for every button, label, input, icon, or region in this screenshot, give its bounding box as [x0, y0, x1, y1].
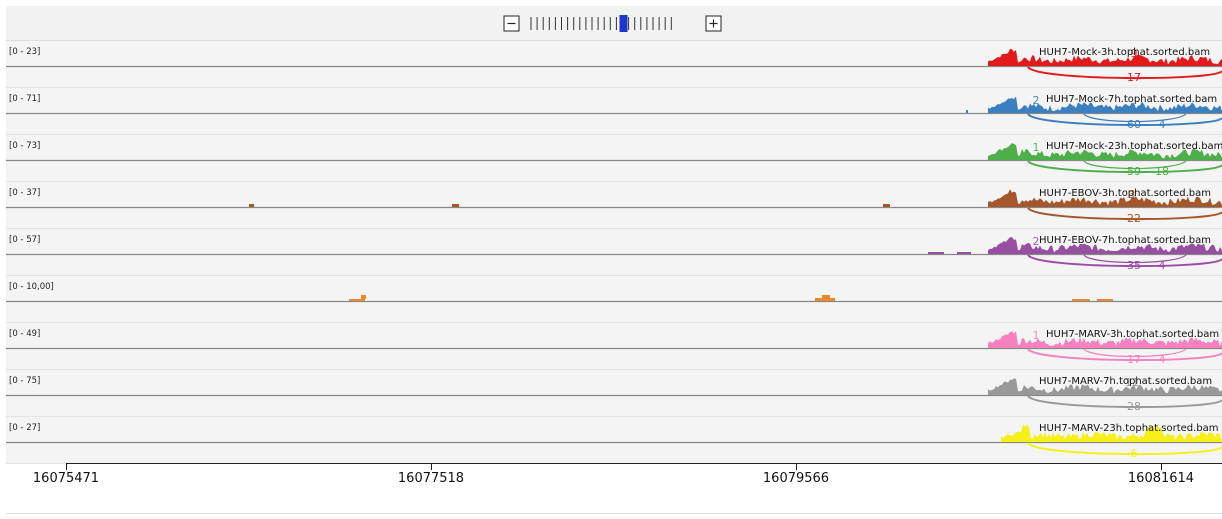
junction-arc — [1027, 160, 1222, 174]
coverage-bar — [928, 252, 944, 254]
track-name-label: HUH7-MARV-3h.tophat.sorted.bam — [1046, 329, 1220, 340]
track-range-label: [0 - 49] — [9, 329, 41, 339]
junction-count: 6 — [1131, 447, 1138, 460]
coverage-bar — [966, 110, 968, 113]
junction-count: 28 — [1127, 400, 1141, 413]
junction-count: 4 — [1159, 118, 1166, 131]
coverage-area — [988, 378, 1222, 395]
zoom-widget — [503, 15, 722, 32]
track-range-label: [0 - 73] — [9, 141, 41, 151]
coverage-plot: 60 4 2 — [6, 94, 1222, 131]
track-range-label: [0 - 71] — [9, 94, 41, 104]
junction-count: 17 — [1127, 353, 1141, 366]
ruler-tick-label: 16079566 — [762, 471, 830, 486]
junction-arc — [1027, 207, 1222, 221]
coverage-area — [988, 96, 1222, 113]
track-name-label: HUH7-Mock-3h.tophat.sorted.bam — [1039, 47, 1211, 58]
coverage-plot: 22 3 — [6, 188, 1222, 225]
junction-arc — [1027, 348, 1222, 362]
track-ebov3[interactable]: [0 - 37] 22 3 HUH7-EBOV-3h.tophat.sorted.ba… — [6, 182, 1222, 229]
junction-arc — [1083, 160, 1187, 170]
junction-arc — [1083, 254, 1187, 264]
junction-arc — [1083, 113, 1187, 123]
genome-ruler: 16075471 16077518 16079566 16081614 — [6, 455, 1222, 505]
coverage-plot: 17 9 — [6, 47, 1222, 84]
junction-count: 60 — [1127, 118, 1141, 131]
junction-count: 11 — [1125, 376, 1139, 389]
ruler-tick-label: 16081614 — [1127, 471, 1195, 486]
coverage-bar — [349, 299, 361, 301]
track-range-label: [0 - 37] — [9, 188, 41, 198]
junction-count: 1 — [1033, 329, 1040, 342]
coverage-bar — [1072, 299, 1090, 301]
junction-arc — [1027, 113, 1222, 127]
junction-arc — [1027, 395, 1222, 409]
coverage-plot: 59 18 1 — [6, 141, 1222, 178]
junction-count: 17 — [1127, 71, 1141, 84]
track-panel: [0 - 23] 17 9 HUH7-Mock-3h.tophat.sorted.ba… — [6, 41, 1222, 464]
track-name-label: HUH7-EBOV-3h.tophat.sorted.bam — [1039, 188, 1211, 199]
ruler-tick-label: 16077518 — [397, 471, 465, 486]
junction-arc — [1027, 66, 1222, 80]
coverage-bar — [957, 252, 971, 254]
junction-arc — [1027, 442, 1222, 456]
coverage-bar — [822, 295, 830, 299]
track-marv7[interactable]: [0 - 75] 28 11 HUH7-MARV-7h.tophat.sorted.b… — [6, 370, 1222, 417]
coverage-area — [988, 331, 1222, 348]
track-range-label: [0 - 27] — [9, 423, 41, 433]
junction-count: 1 — [1033, 141, 1040, 154]
track-name-label: HUH7-Mock-23h.tophat.sorted.bam — [1046, 141, 1222, 152]
track-marv3[interactable]: [0 - 49] 17 4 1 HUH7-MARV-3h.tophat.sorted.b… — [6, 323, 1222, 370]
coverage-plot: 28 11 — [6, 376, 1222, 413]
coverage-plot: 6 — [6, 424, 1222, 460]
zoom-bar — [6, 6, 1222, 41]
track-name-label: HUH7-MARV-7h.tophat.sorted.bam — [1039, 376, 1213, 387]
coverage-bar — [815, 298, 835, 301]
ruler-tick-label: 16075471 — [32, 471, 100, 486]
coverage-area — [988, 189, 1222, 207]
junction-count: 18 — [1155, 165, 1169, 178]
coverage-plot: 35 4 2 — [6, 235, 1222, 272]
coverage-bar — [249, 204, 254, 207]
track-name-label: HUH7-EBOV-7h.tophat.sorted.bam — [1039, 235, 1211, 246]
divider — [6, 513, 1222, 514]
track-name-label: HUH7-Mock-7h.tophat.sorted.bam — [1046, 94, 1218, 105]
junction-count: 4 — [1159, 259, 1166, 272]
track-range-label: [0 - 57] — [9, 235, 41, 245]
coverage-bar — [452, 204, 459, 207]
track-mock23[interactable]: [0 - 73] 59 18 1 HUH7-Mock-23h.tophat.sorted… — [6, 135, 1222, 182]
coverage-area — [988, 48, 1222, 66]
coverage-area — [988, 143, 1222, 160]
junction-count: 2 — [1033, 94, 1040, 107]
track-mock3[interactable]: [0 - 23] 17 9 HUH7-Mock-3h.tophat.sorted.ba… — [6, 41, 1222, 88]
coverage-plot — [6, 295, 1222, 303]
track-range-label: [0 - 75] — [9, 376, 41, 386]
track-ebov7[interactable]: [0 - 57] 35 4 2 HUH7-EBOV-7h.tophat.sorted.b… — [6, 229, 1222, 276]
junction-count: 35 — [1127, 259, 1141, 272]
track-range-label: [0 - 23] — [9, 47, 41, 57]
track-mock7[interactable]: [0 - 71] 60 4 2 HUH7-Mock-7h.tophat.sorted.b… — [6, 88, 1222, 135]
zoom-level-indicator[interactable] — [619, 15, 628, 32]
zoom-in-button[interactable] — [705, 15, 722, 32]
junction-count: 2 — [1033, 235, 1040, 248]
track-range-label: [0 - 10,00] — [9, 282, 54, 292]
ruler-axis — [66, 463, 1222, 470]
coverage-area — [988, 237, 1222, 254]
junction-arc — [1083, 348, 1187, 358]
coverage-bar — [883, 204, 890, 207]
junction-count: 4 — [1159, 353, 1166, 366]
junction-arc — [1027, 254, 1222, 268]
coverage-bar — [361, 295, 366, 299]
coverage-area — [1001, 424, 1222, 442]
coverage-bar — [1097, 299, 1113, 301]
track-name-label: HUH7-MARV-23h.tophat.sorted.bam — [1039, 423, 1219, 434]
junction-count: 22 — [1127, 212, 1141, 225]
junction-count: 59 — [1127, 165, 1141, 178]
junction-count: 3 — [1129, 188, 1136, 201]
coverage-plot: 17 41 — [6, 329, 1222, 366]
track-ebov23[interactable]: [0 - 10,00] — [6, 276, 1222, 323]
zoom-out-button[interactable] — [503, 15, 520, 32]
junction-count: 9 — [1131, 47, 1138, 60]
